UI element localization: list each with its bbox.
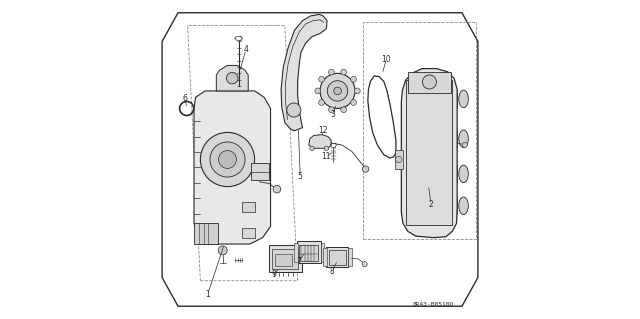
- Circle shape: [218, 246, 227, 255]
- Circle shape: [340, 107, 346, 113]
- Bar: [300, 245, 319, 261]
- Text: 5: 5: [298, 172, 303, 181]
- Circle shape: [328, 69, 334, 75]
- Bar: [406, 80, 452, 225]
- Text: 9: 9: [271, 270, 276, 279]
- Bar: [272, 249, 298, 269]
- Bar: [294, 243, 298, 262]
- Circle shape: [462, 142, 467, 147]
- Circle shape: [320, 73, 355, 108]
- Circle shape: [327, 81, 348, 101]
- Ellipse shape: [459, 90, 468, 108]
- Bar: [321, 243, 324, 262]
- Bar: [269, 245, 303, 272]
- Bar: [395, 150, 403, 169]
- Polygon shape: [194, 91, 271, 244]
- Circle shape: [396, 156, 402, 163]
- Circle shape: [351, 100, 356, 105]
- Circle shape: [210, 142, 245, 177]
- Circle shape: [218, 151, 236, 168]
- Circle shape: [351, 77, 356, 82]
- Bar: [194, 223, 218, 244]
- Polygon shape: [281, 14, 327, 131]
- Text: 4: 4: [244, 45, 248, 54]
- Circle shape: [362, 262, 367, 267]
- Circle shape: [362, 166, 369, 172]
- Ellipse shape: [459, 130, 468, 148]
- Circle shape: [324, 146, 328, 151]
- Text: 10: 10: [381, 55, 391, 63]
- Bar: [242, 228, 255, 238]
- Circle shape: [328, 107, 334, 113]
- Ellipse shape: [459, 197, 468, 215]
- Polygon shape: [401, 69, 457, 238]
- Text: 6: 6: [183, 94, 188, 103]
- Circle shape: [340, 69, 346, 75]
- Text: 12: 12: [319, 126, 328, 135]
- Circle shape: [310, 146, 314, 151]
- Bar: [242, 202, 255, 212]
- Polygon shape: [216, 65, 248, 91]
- Bar: [329, 250, 346, 265]
- Circle shape: [333, 87, 341, 95]
- Bar: [275, 254, 292, 266]
- Text: 8: 8: [330, 267, 335, 276]
- Text: 11: 11: [321, 152, 330, 161]
- Bar: [252, 163, 269, 180]
- Circle shape: [422, 75, 436, 89]
- Circle shape: [319, 77, 324, 82]
- Circle shape: [355, 88, 360, 94]
- Circle shape: [200, 132, 255, 187]
- Bar: [297, 241, 321, 263]
- Bar: [408, 72, 451, 93]
- Text: 8R43-B0510D: 8R43-B0510D: [413, 302, 454, 307]
- Circle shape: [315, 88, 321, 94]
- Text: 7: 7: [296, 257, 301, 266]
- Bar: [326, 247, 348, 267]
- Circle shape: [319, 100, 324, 105]
- Circle shape: [273, 185, 281, 193]
- Text: 1: 1: [205, 290, 210, 299]
- Circle shape: [227, 72, 238, 84]
- Text: 3: 3: [330, 110, 335, 119]
- Circle shape: [287, 103, 301, 117]
- Bar: [323, 248, 327, 266]
- Ellipse shape: [459, 165, 468, 182]
- Bar: [348, 248, 351, 266]
- Text: 2: 2: [429, 200, 433, 209]
- Polygon shape: [309, 135, 331, 148]
